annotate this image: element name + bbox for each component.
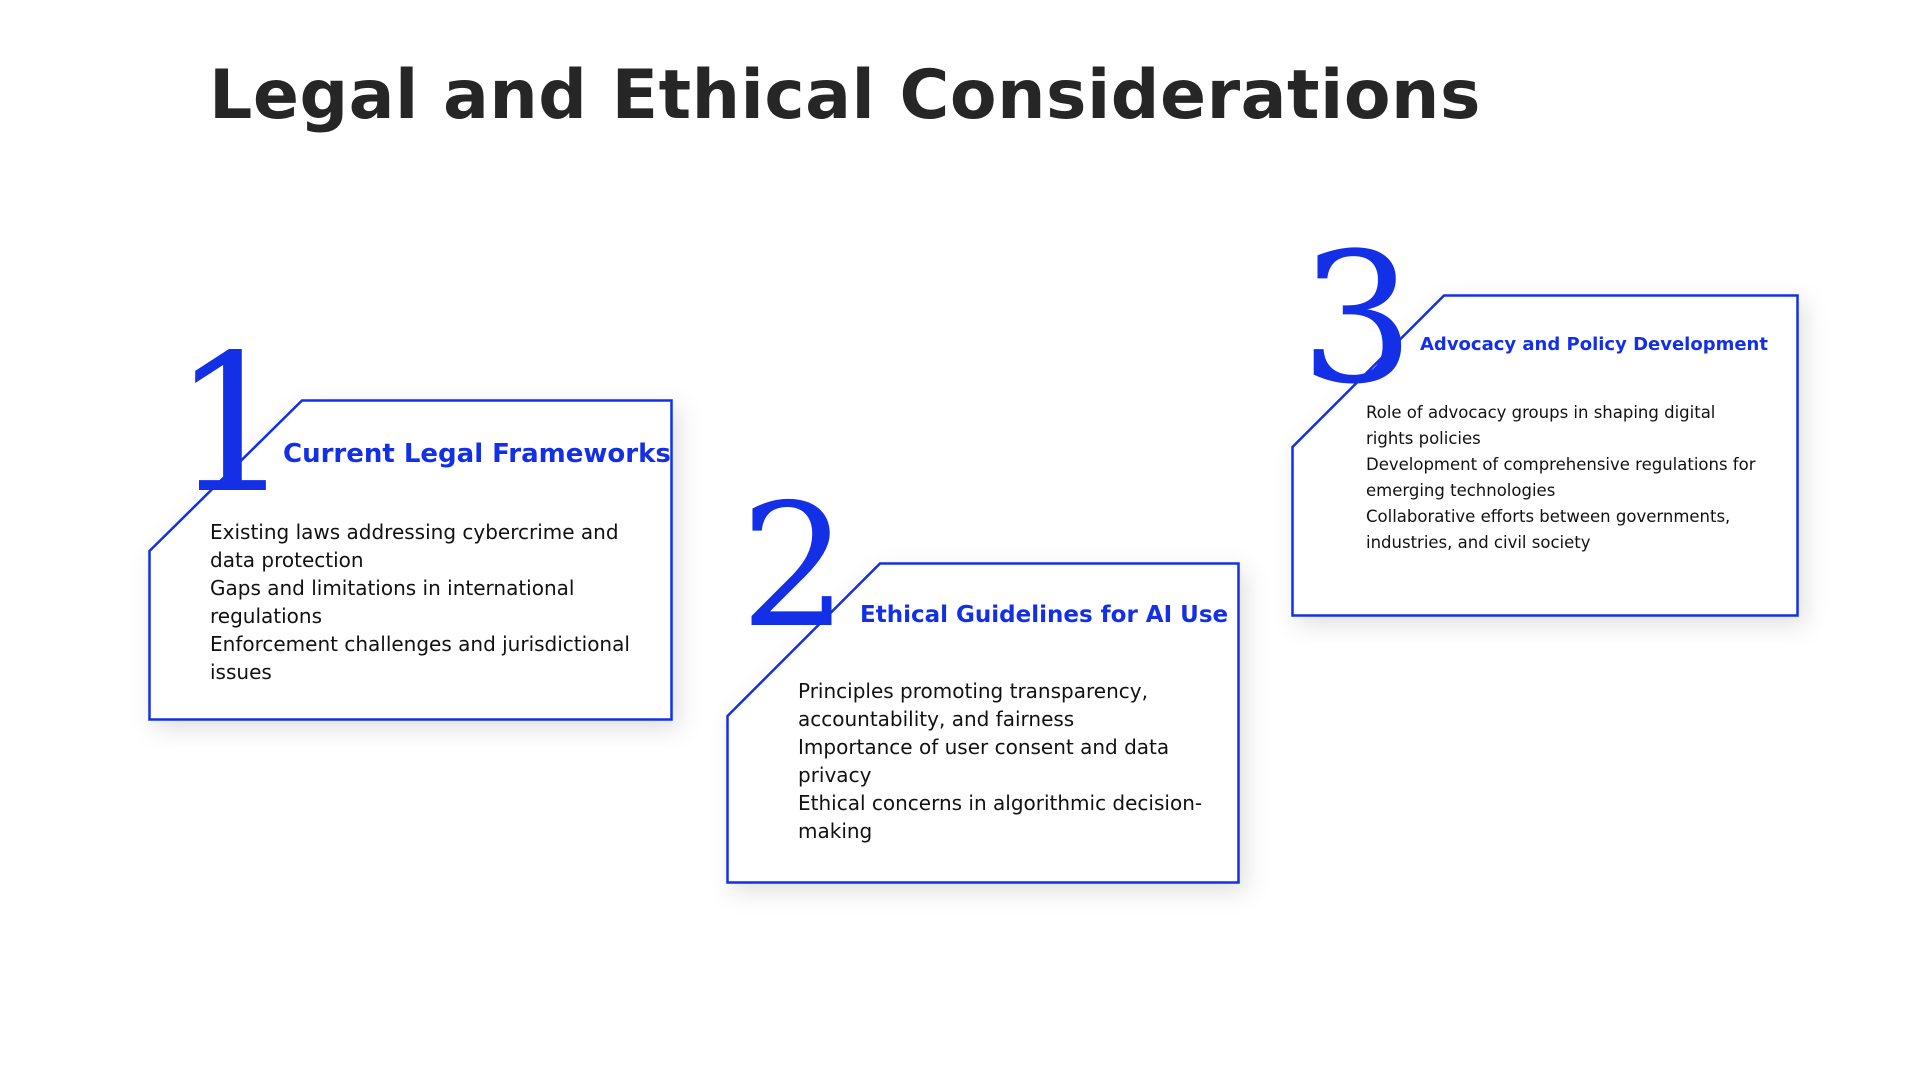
step-number-1: 1	[172, 314, 293, 535]
card-frame	[148, 399, 673, 721]
step-heading-1: Current Legal Frameworks	[283, 439, 671, 469]
list-item: Collaborative efforts between government…	[1366, 507, 1731, 552]
step-points-2: Principles promoting transparency, accou…	[798, 677, 1213, 845]
list-item: Development of comprehensive regulations…	[1366, 455, 1756, 500]
step-card-2	[726, 562, 1240, 884]
list-item: Role of advocacy groups in shaping digit…	[1366, 403, 1716, 448]
list-item: Ethical concerns in algorithmic decision…	[798, 791, 1203, 843]
step-heading-3: Advocacy and Policy Development	[1420, 334, 1768, 355]
list-item: Principles promoting transparency, accou…	[798, 679, 1148, 731]
step-number-3: 3	[1300, 215, 1415, 424]
step-card-1	[148, 399, 673, 721]
list-item: Enforcement challenges and jurisdictiona…	[210, 632, 630, 684]
list-item: Existing laws addressing cybercrime and …	[210, 520, 619, 572]
list-item: Importance of user consent and data priv…	[798, 735, 1170, 787]
card-frame	[1291, 294, 1799, 617]
step-heading-2: Ethical Guidelines for AI Use	[860, 602, 1229, 628]
slide-title: Legal and Ethical Considerations	[209, 56, 1481, 135]
step-points-1: Existing laws addressing cybercrime and …	[210, 518, 640, 686]
card-frame	[726, 562, 1240, 884]
step-card-3	[1291, 294, 1799, 617]
list-item: Gaps and limitations in international re…	[210, 576, 575, 628]
step-points-3: Role of advocacy groups in shaping digit…	[1366, 400, 1766, 556]
step-number-2: 2	[740, 468, 849, 666]
